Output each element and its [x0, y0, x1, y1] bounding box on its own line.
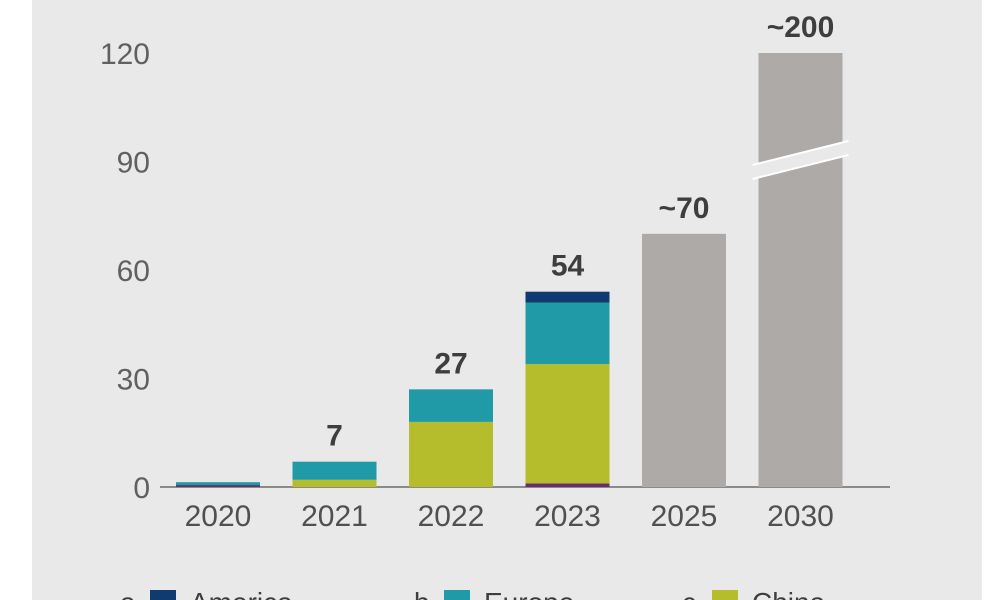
- legend-label-china: China: [752, 587, 826, 600]
- data-label: 7: [326, 420, 343, 453]
- x-tick-label: 2021: [301, 500, 368, 533]
- bar-segment-2022-2: [409, 389, 493, 422]
- bar-chart: 0 30 60 90 120 2020 7 2021 27 2022 54 2023 ~70 2025 ~2…: [100, 11, 890, 600]
- y-tick-label: 60: [117, 255, 150, 288]
- chart-panel: 0 30 60 90 120 2020 7 2021 27 2022 54 2023 ~70 2025 ~2…: [32, 0, 982, 600]
- data-label: 54: [551, 250, 585, 283]
- y-tick-label: 0: [133, 472, 150, 505]
- bar-segment-2020-2: [176, 482, 260, 486]
- axis-break-line-upper: [752, 140, 849, 166]
- legend-swatch-china: [712, 590, 738, 600]
- bar-segment-2022-1: [409, 421, 493, 487]
- legend-label-america: America: [190, 587, 293, 600]
- bar-segment-2020-0: [176, 484, 260, 487]
- bar-segment-2030-4: [758, 53, 843, 487]
- data-label: 27: [434, 347, 467, 380]
- bar-segment-2023-3: [525, 291, 610, 303]
- x-tick-label: 2022: [418, 500, 485, 533]
- bar-segment-2023-1: [525, 364, 610, 484]
- bar-segment-2023-0: [525, 483, 610, 487]
- legend-marker-letter: c: [682, 587, 696, 600]
- legend-marker-letter: b: [414, 587, 430, 600]
- data-label: ~70: [659, 192, 710, 225]
- y-tick-label: 90: [117, 147, 150, 180]
- bar-segment-2025-4: [642, 233, 726, 487]
- x-tick-label: 2030: [767, 500, 834, 533]
- x-tick-label: 2020: [185, 500, 252, 533]
- bar-segment-2023-2: [525, 302, 610, 365]
- y-tick-label: 120: [100, 38, 150, 71]
- axis-break-gap: [752, 141, 849, 179]
- bar-segment-2021-1: [292, 479, 377, 487]
- legend-swatch-europe: [444, 590, 470, 600]
- legend-label-europe: Europe: [484, 587, 574, 600]
- x-tick-label: 2025: [651, 500, 718, 533]
- data-label: ~200: [767, 11, 835, 44]
- legend-marker-letter: a: [120, 587, 136, 600]
- axis-break-line-lower: [752, 154, 849, 180]
- y-tick-label: 30: [117, 364, 150, 397]
- legend-swatch-america: [150, 590, 176, 600]
- bar-segment-2021-2: [292, 461, 377, 480]
- x-tick-label: 2023: [534, 500, 601, 533]
